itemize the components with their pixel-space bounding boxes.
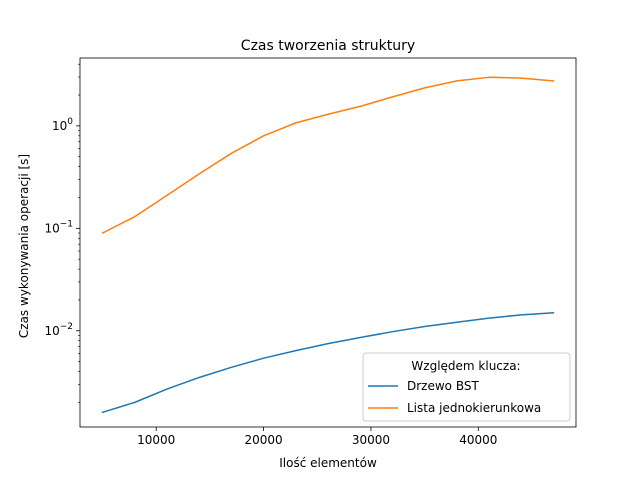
x-tick-label: 10000 — [137, 433, 175, 447]
x-axis-label: Ilość elementów — [279, 456, 377, 470]
legend-title: Względem klucza: — [411, 359, 520, 373]
series-line-lista-jednokierunkowa — [101, 76, 555, 235]
plot-area: 10000 20000 30000 40000 10−2 10−1 100 — [44, 57, 577, 447]
x-tick-label: 30000 — [352, 433, 390, 447]
series-line-drzewo-bst — [101, 311, 555, 414]
y-tick-label: 10−2 — [44, 322, 73, 338]
x-tick-label: 20000 — [244, 433, 282, 447]
y-tick-label: 100 — [52, 117, 73, 133]
legend: Względem klucza: Drzewo BST Lista jednok… — [362, 352, 571, 422]
y-axis-label: Czas wykonywania operacji [s] — [17, 154, 31, 338]
y-tick-label: 10−1 — [44, 219, 73, 235]
chart-title: Czas tworzenia struktury — [241, 38, 415, 54]
legend-label-lista-jednokierunkowa: Lista jednokierunkowa — [407, 401, 541, 415]
axes-frame — [79, 57, 577, 428]
legend-frame — [362, 352, 571, 422]
x-tick-label: 40000 — [459, 433, 497, 447]
legend-label-drzewo-bst: Drzewo BST — [407, 379, 479, 393]
